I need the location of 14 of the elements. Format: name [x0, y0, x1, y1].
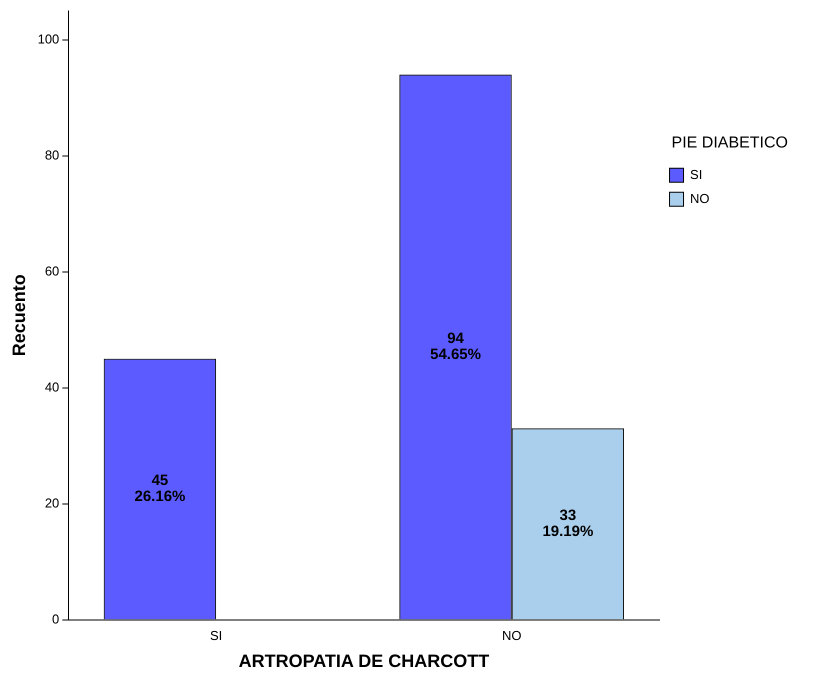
legend-label: SI [690, 166, 702, 182]
data-label: 94 54.65% [430, 330, 481, 364]
y-tick-label: 40 [44, 379, 60, 394]
x-axis-title: ARTROPATIA DE CHARCOTT [238, 651, 490, 672]
data-label: 45 26.16% [134, 472, 186, 506]
y-tick-label: 0 [52, 611, 60, 626]
y-tick-label: 20 [44, 495, 60, 510]
y-tick-label: 100 [38, 31, 60, 46]
y-tick-label: 80 [44, 147, 60, 162]
legend-label: NO [690, 190, 710, 206]
data-label: 33 19.19% [542, 506, 594, 540]
y-tick-label: 60 [44, 263, 60, 278]
y-axis-title: Recuento [8, 274, 29, 356]
legend-title: PIE DIABETICO [672, 134, 788, 152]
